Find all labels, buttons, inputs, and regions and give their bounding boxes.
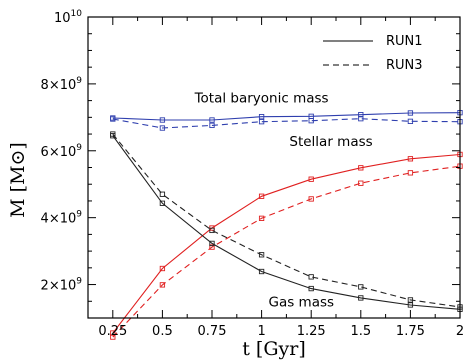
data-point-stellar-mass-run1 — [358, 165, 364, 171]
data-point-stellar-mass-run1 — [159, 265, 166, 272]
legend-label-run1: RUN1 — [386, 34, 423, 49]
data-point-total-baryonic-mass-run3 — [110, 116, 116, 122]
y-tick-label: 2×109 — [41, 277, 83, 294]
data-point-gas-mass-run3 — [407, 297, 414, 303]
y-tick-label: 1010 — [54, 9, 82, 26]
y-tick-label: 6×109 — [41, 143, 83, 160]
y-tick-labels: 2×109 4×109 6×109 8×109 1010 — [41, 9, 83, 294]
series-line-gas-mass-run1 — [112, 135, 461, 310]
data-point-total-baryonic-mass-run3 — [258, 119, 265, 125]
annotation-stellar-mass: Stellar mass — [289, 134, 372, 150]
series-line-stellar-mass-run3 — [112, 165, 461, 338]
data-point-stellar-mass-run1 — [407, 156, 414, 162]
data-point-gas-mass-run3 — [209, 227, 215, 234]
x-tick-label: 0.75 — [198, 324, 227, 339]
data-point-stellar-mass-run3 — [159, 282, 166, 288]
x-tick-label: 1.25 — [297, 324, 326, 339]
data-point-total-baryonic-mass-run3 — [308, 118, 314, 124]
x-axis-title: t [Gyr] — [242, 338, 306, 360]
data-point-stellar-mass-run3 — [407, 170, 414, 176]
x-tick-label: 0.25 — [98, 324, 127, 339]
data-point-total-baryonic-mass-run3 — [159, 125, 166, 131]
x-tick-label: 0.5 — [152, 324, 173, 339]
data-point-gas-mass-run1 — [358, 295, 364, 301]
y-tick-label: 8×109 — [41, 76, 83, 93]
data-point-stellar-mass-run3 — [110, 334, 116, 340]
data-point-gas-mass-run3 — [358, 284, 364, 290]
annotation-total-baryonic-mass: Total baryonic mass — [194, 90, 329, 106]
x-tick-label: 1 — [257, 324, 265, 339]
data-point-gas-mass-run1 — [159, 200, 166, 206]
data-point-gas-mass-run3 — [308, 274, 314, 280]
x-tick-label: 2 — [456, 324, 464, 339]
annotation-gas-mass: Gas mass — [268, 294, 334, 310]
annotations: Total baryonic mass Stellar mass Gas mass — [194, 90, 373, 310]
series-line-total-baryonic-mass-run1 — [112, 112, 461, 121]
data-point-total-baryonic-mass-run1 — [209, 117, 215, 123]
y-axis-title: M [M⊙] — [7, 142, 29, 218]
series-line-stellar-mass-run1 — [112, 153, 461, 334]
x-tick-label: 1.5 — [350, 324, 371, 339]
data-point-gas-mass-run3 — [159, 191, 166, 197]
legend-label-run3: RUN3 — [386, 58, 423, 73]
data-point-total-baryonic-mass-run1 — [407, 110, 414, 116]
x-tick-labels: 0.25 0.5 0.75 1 1.25 1.5 1.75 2 — [98, 324, 464, 339]
data-point-stellar-mass-run3 — [358, 180, 364, 186]
data-point-gas-mass-run1 — [209, 240, 215, 247]
data-point-stellar-mass-run1 — [308, 176, 314, 182]
data-point-stellar-mass-run3 — [258, 215, 265, 221]
data-point-total-baryonic-mass-run3 — [358, 116, 364, 122]
y-tick-label: 4×109 — [41, 210, 83, 227]
data-point-total-baryonic-mass-run1 — [258, 114, 265, 120]
data-point-total-baryonic-mass-run3 — [407, 118, 414, 124]
data-point-gas-mass-run3 — [110, 131, 116, 137]
data-point-gas-mass-run3 — [258, 252, 265, 258]
data-point-gas-mass-run1 — [258, 268, 265, 275]
data-point-stellar-mass-run3 — [209, 244, 215, 250]
data-point-stellar-mass-run1 — [258, 193, 265, 199]
data-point-total-baryonic-mass-run1 — [159, 117, 166, 123]
series-line-total-baryonic-mass-run3 — [112, 118, 461, 129]
x-tick-label: 1.75 — [396, 324, 425, 339]
data-point-gas-mass-run1 — [308, 285, 314, 292]
series-line-gas-mass-run3 — [112, 133, 461, 308]
legend: RUN1 RUN3 — [323, 34, 423, 73]
axis-ticks — [87, 16, 461, 318]
data-point-total-baryonic-mass-run3 — [209, 122, 215, 129]
data-point-gas-mass-run1 — [407, 302, 414, 308]
data-point-stellar-mass-run3 — [308, 196, 314, 202]
